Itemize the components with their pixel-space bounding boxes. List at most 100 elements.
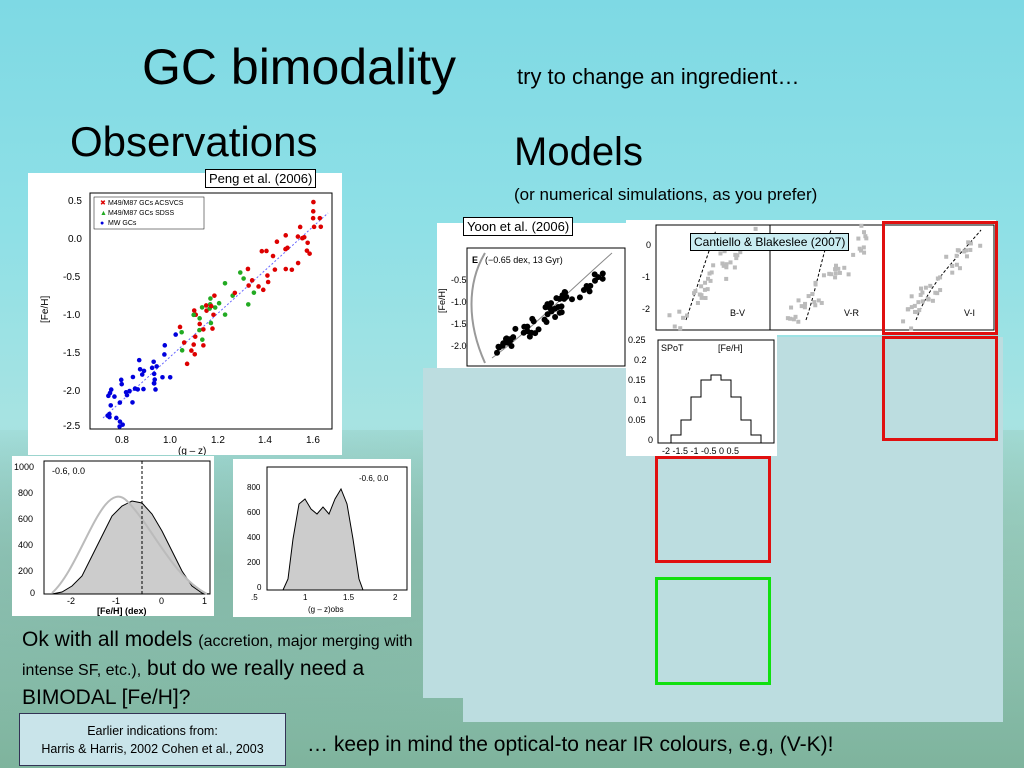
scatter-point [139, 372, 145, 377]
ylabel: [Fe/H] [40, 296, 51, 323]
svg-text:-2.0: -2.0 [451, 341, 467, 351]
scatter-point [264, 248, 269, 254]
scatter-point [151, 371, 157, 377]
scatter-point [136, 357, 142, 363]
scatter-point [114, 415, 119, 421]
scatter-point [917, 308, 922, 313]
scatter-point [846, 272, 851, 277]
svg-text:(−0.65 dex, 13 Gyr): (−0.65 dex, 13 Gyr) [485, 255, 563, 265]
scatter-point [591, 277, 598, 284]
annotation: -0.6, 0.0 [359, 474, 389, 483]
svg-text:0.2: 0.2 [634, 355, 647, 365]
scatter-point [521, 323, 528, 330]
svg-text:0: 0 [159, 596, 164, 606]
xtick: 1.0 [163, 435, 177, 446]
scatter-point [862, 250, 867, 255]
scatter-point [495, 343, 502, 350]
svg-text:0: 0 [648, 435, 653, 445]
scatter-point [212, 293, 217, 298]
scatter-point [707, 271, 712, 276]
cantiello-color-panels: 0 -1 -2 B-V V-R V-I [626, 220, 996, 335]
svg-text:-1.5: -1.5 [451, 319, 467, 329]
scatter-point [152, 377, 158, 382]
scatter-point [283, 233, 289, 238]
scatter-point [179, 329, 184, 335]
scatter-point [189, 348, 194, 353]
earlier-indications-box: Earlier indications from: Harris & Harri… [19, 713, 286, 766]
scatter-point [118, 377, 124, 383]
scatter-point [856, 236, 861, 241]
scatter-point [222, 312, 228, 317]
scatter-point [837, 270, 842, 275]
scatter-point [928, 283, 933, 288]
scatter-point [816, 298, 821, 303]
svg-text:0.1: 0.1 [634, 395, 647, 405]
scatter-point [141, 386, 146, 392]
scatter-point [153, 387, 158, 392]
scatter-point [191, 308, 197, 313]
scatter-point [695, 300, 700, 305]
legend-entry: M49/M87 GCs SDSS [108, 210, 174, 217]
scatter-point [926, 297, 931, 302]
scatter-point [151, 359, 156, 365]
svg-text:-2 -1.5 -1 -0.5 0 0.5: -2 -1.5 -1 -0.5 0 0.5 [662, 446, 739, 456]
scatter-point [162, 343, 168, 348]
scatter-point [108, 403, 114, 408]
scatter-point [256, 284, 261, 289]
scatter-point [123, 389, 129, 395]
svg-text:[Fe/H]: [Fe/H] [437, 288, 447, 313]
scatter-point [920, 299, 925, 304]
scatter-point [734, 256, 739, 261]
xlabel: (g – z) [178, 446, 206, 455]
scatter-point [864, 236, 869, 241]
scatter-point [117, 400, 123, 405]
scatter-point [833, 263, 838, 268]
scatter-point [788, 316, 793, 321]
svg-text:.5: .5 [251, 593, 258, 602]
svg-text:-1: -1 [642, 272, 650, 282]
scatter-point [568, 296, 575, 303]
scatter-point [863, 234, 868, 239]
scatter-point [222, 280, 228, 286]
scatter-point [177, 324, 183, 330]
conclusion-text: Ok with all models (accretion, major mer… [22, 628, 413, 709]
svg-text:-2: -2 [642, 304, 650, 314]
scatter-point [530, 318, 537, 325]
scatter-point [137, 366, 143, 372]
xtick: 1.4 [258, 435, 272, 446]
scatter-point [130, 400, 135, 405]
scatter-point [909, 305, 914, 310]
scatter-point [599, 270, 606, 277]
scatter-point [906, 307, 911, 312]
gz-histogram: -0.6, 0.0 800 600 400 200 0 .5 1 1.5 2 (… [233, 459, 411, 617]
scatter-point [753, 226, 758, 231]
scatter-point [702, 287, 707, 292]
scatter-point [833, 271, 838, 276]
scatter-point [295, 260, 301, 266]
svg-text:600: 600 [247, 508, 261, 517]
scatter-point [173, 332, 178, 337]
scatter-point [107, 390, 113, 396]
scatter-point [728, 260, 733, 265]
scatter-point [311, 199, 316, 205]
scatter-point [192, 334, 198, 339]
scatter-point [301, 234, 307, 240]
scatter-point [829, 272, 834, 277]
scatter-point [821, 273, 826, 278]
scatter-point [544, 311, 551, 318]
scatter-point [705, 287, 710, 292]
scatter-point [918, 286, 923, 291]
scatter-point [806, 294, 811, 299]
scatter-point [117, 419, 123, 424]
scatter-point [938, 275, 943, 280]
scatter-point [576, 294, 583, 301]
scatter-point [912, 303, 917, 308]
svg-text:▲: ▲ [100, 210, 107, 217]
scatter-point [950, 264, 955, 269]
scatter-point [272, 267, 278, 272]
scatter-point [968, 247, 973, 252]
scatter-point [964, 248, 969, 253]
ytick: -1.0 [63, 310, 81, 321]
scatter-point [813, 280, 818, 285]
scatter-point [724, 265, 729, 270]
